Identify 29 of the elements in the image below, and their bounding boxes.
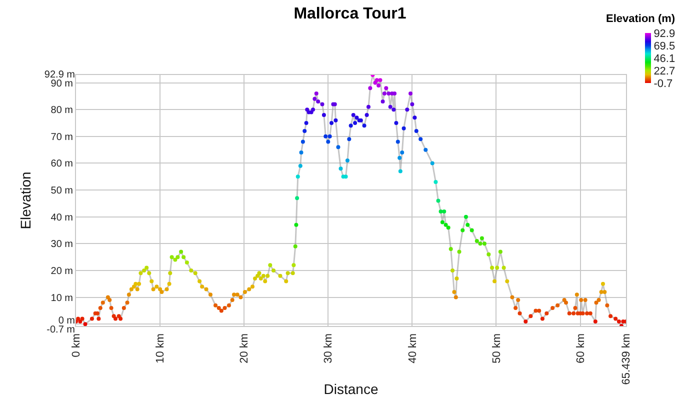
color-bar-label: -0.7	[654, 78, 673, 90]
x-tick-label: 50 km	[490, 333, 503, 364]
y-tick-label: 92.9 m	[44, 70, 75, 80]
color-bar-label: 92.9	[654, 28, 676, 40]
color-bar-label: 46.1	[654, 52, 676, 65]
color-bar-label: 69.5	[654, 40, 676, 52]
x-tick-label: 20 km	[238, 333, 251, 364]
y-tick-label: 10 m	[50, 292, 73, 304]
x-axis-title: Distance	[324, 381, 378, 398]
chart-title: Mallorca Tour1	[294, 6, 406, 23]
color-bar-title: Elevation (m)	[606, 13, 676, 25]
x-tick-label: 10 km	[154, 333, 167, 364]
y-tick-label: 80 m	[50, 105, 73, 116]
x-tick-label: 30 km	[322, 333, 335, 364]
x-tick-label: 60 km	[574, 333, 587, 364]
color-bar-label: 22.7	[654, 65, 676, 78]
y-tick-label: -0.7 m	[46, 324, 75, 336]
x-tick-label: 40 km	[406, 333, 419, 364]
y-tick-label: 20 m	[50, 266, 73, 277]
y-tick-label: 0 m	[58, 316, 75, 327]
y-tick-label: 90 m	[50, 78, 73, 90]
y-tick-label: 40 m	[50, 212, 73, 224]
y-tick-label: 50 m	[50, 186, 73, 197]
x-tick-label: 0 km	[70, 333, 83, 358]
y-tick-label: 60 m	[50, 158, 73, 170]
x-tick-label: 65.439 km	[620, 333, 633, 385]
y-axis-title: Elevation	[17, 172, 34, 230]
y-tick-label: 70 m	[50, 132, 73, 143]
y-tick-label: 30 m	[50, 239, 73, 250]
